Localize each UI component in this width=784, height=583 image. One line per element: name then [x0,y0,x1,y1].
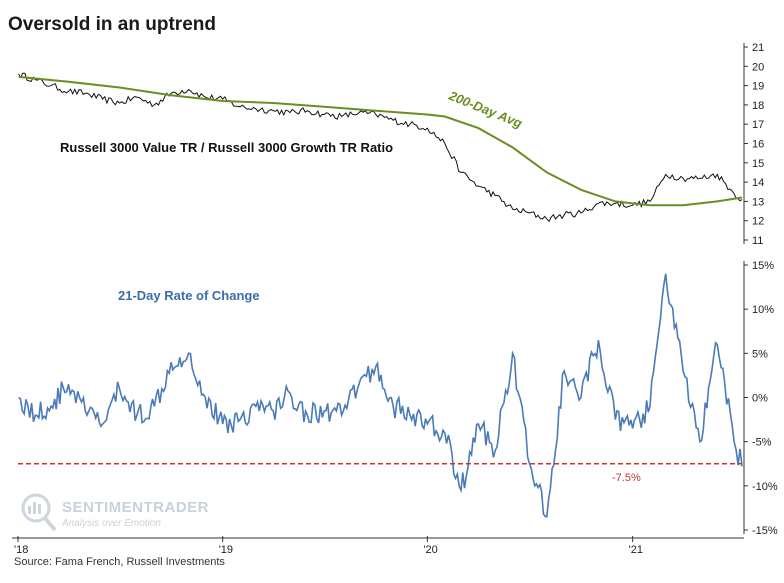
ratio-y-tick-label: 21 [752,42,764,54]
ratio-panel: 11 12 13 14 15 16 17 18 19 20 21 [18,42,764,247]
ratio-y-tick-label: 15 [752,158,764,170]
ratio-y-tick-label: 18 [752,100,764,112]
roc-y-tick-label: 15% [752,260,774,272]
roc-y-tick-label: 0% [752,393,768,405]
x-tick-label: '18 [14,544,28,556]
ratio-y-tick-label: 17 [752,119,764,131]
roc-y-tick-label: 5% [752,348,768,360]
roc-panel: -15% -10% -5% 0% 5% 10% 15% [18,260,778,537]
x-tick-label: '21 [629,544,643,556]
ratio-y-tick-label: 16 [752,139,764,151]
chart-title: Oversold in an uptrend [8,14,216,35]
magnifier-logo-icon [21,493,57,532]
roc-y-tick-label: 10% [752,304,774,316]
watermark-sub-text: Analysis over Emotion [61,518,161,529]
roc-y-tick-label: -10% [752,481,778,493]
ratio-y-tick-label: 11 [752,235,763,247]
source-note: Source: Fama French, Russell Investments [14,556,225,568]
roc-annotation: 21-Day Rate of Change [118,288,260,303]
ratio-y-tick-label: 12 [752,216,764,228]
x-tick-label: '19 [219,544,233,556]
threshold-label: -7.5% [612,472,641,484]
date-axis: '18 '19 '20 '21 [12,536,744,556]
watermark-main-text: SENTIMENTRADER [62,499,209,516]
roc-series-line [18,273,743,518]
ratio-y-tick-label: 13 [752,196,764,208]
sentimentrader-watermark-logo: SENTIMENTRADER Analysis over Emotion [21,493,209,532]
avg-annotation: 200-Day Avg [446,87,525,130]
ratio-y-tick-label: 19 [752,81,764,93]
x-tick-label: '20 [423,544,437,556]
roc-y-tick-label: -5% [752,437,772,449]
avg-series-line [18,75,743,207]
ratio-y-tick-label: 14 [752,177,764,189]
ratio-annotation: Russell 3000 Value TR / Russell 3000 Gro… [60,140,393,155]
roc-y-tick-label: -15% [752,525,778,537]
ratio-y-tick-label: 20 [752,61,764,73]
